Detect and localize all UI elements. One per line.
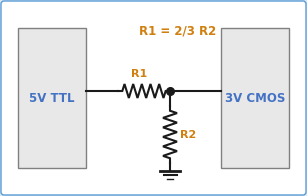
Text: R2: R2: [180, 130, 196, 140]
Bar: [18, 28, 86, 168]
Text: R1: R1: [131, 69, 147, 79]
Text: 3V CMOS: 3V CMOS: [225, 92, 285, 104]
Text: 5V TTL: 5V TTL: [29, 92, 75, 104]
Text: R1 = 2/3 R2: R1 = 2/3 R2: [139, 24, 217, 37]
Bar: [221, 28, 289, 168]
